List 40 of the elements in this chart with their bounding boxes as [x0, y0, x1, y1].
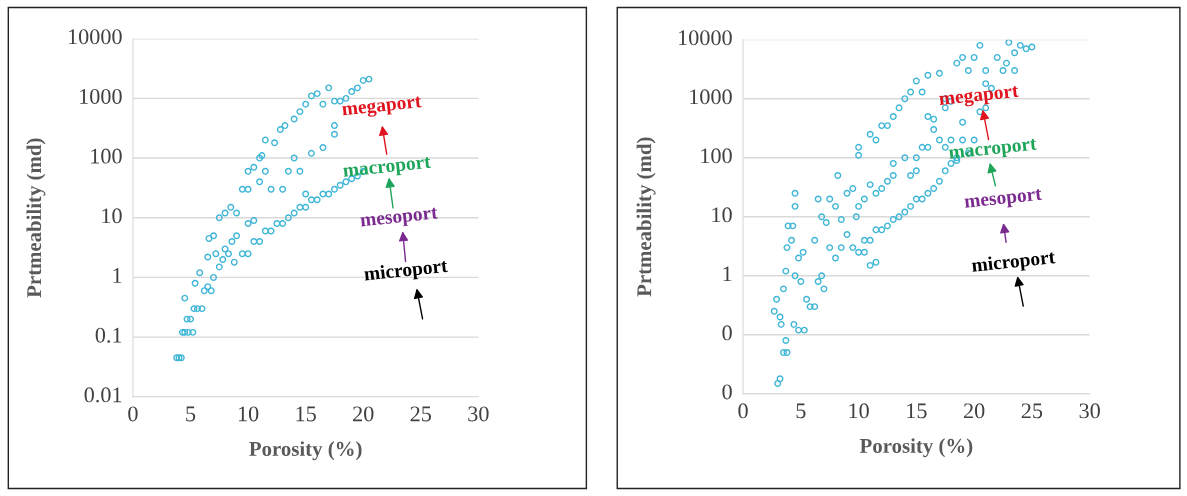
- y-tick-label: 0.01: [84, 387, 122, 403]
- x-tick-label: 25: [1021, 403, 1043, 419]
- annotation: macroport: [342, 156, 432, 181]
- x-tick-label: 10: [238, 406, 259, 422]
- x-tick-label: 5: [186, 406, 196, 422]
- annotation: macroport: [948, 138, 1038, 163]
- annotation: mesoport: [360, 207, 439, 231]
- y-tick-label: 100: [91, 148, 122, 164]
- x-tick-label: 30: [1079, 403, 1100, 419]
- y-tick-label: 1: [113, 268, 122, 283]
- x-tick-label: 20: [964, 403, 985, 419]
- y-axis-title: Prtmeability (md): [26, 138, 46, 298]
- y-tick-label: 0.1: [95, 327, 122, 343]
- y-tick-label: 10: [712, 207, 732, 223]
- x-tick-label: 10: [849, 403, 869, 419]
- y-tick-label: 10000: [679, 30, 732, 46]
- y-tick-label: 100: [701, 148, 732, 164]
- y-tick-label: 1000: [690, 89, 732, 105]
- annotation: megaport: [938, 85, 1020, 110]
- x-tick-label: 30: [468, 406, 489, 422]
- annotation: megaport: [341, 96, 423, 120]
- y-axis-title: Prtmeability (md): [636, 137, 656, 297]
- x-tick-label: 5: [796, 403, 806, 419]
- y-tick-label: 10000: [68, 29, 122, 45]
- y-tick-label: 0: [722, 384, 732, 400]
- y-tick-label: 10: [102, 208, 122, 224]
- annotation: mesoport: [964, 188, 1043, 212]
- x-tick-label: 20: [353, 406, 374, 422]
- x-tick-label: 25: [410, 406, 432, 422]
- x-axis-title: Porosity (%): [249, 441, 362, 461]
- x-axis-title: Porosity (%): [859, 438, 973, 458]
- y-tick-label: 0: [722, 325, 732, 341]
- y-tick-label: 1000: [80, 88, 122, 104]
- x-tick-label: 15: [296, 406, 316, 422]
- annotation: microport: [971, 249, 1056, 276]
- x-tick-label: 0: [128, 406, 138, 422]
- x-tick-label: 0: [738, 403, 748, 419]
- annotation: microport: [363, 258, 449, 285]
- x-tick-label: 15: [907, 403, 927, 419]
- y-tick-label: 1: [723, 266, 732, 282]
